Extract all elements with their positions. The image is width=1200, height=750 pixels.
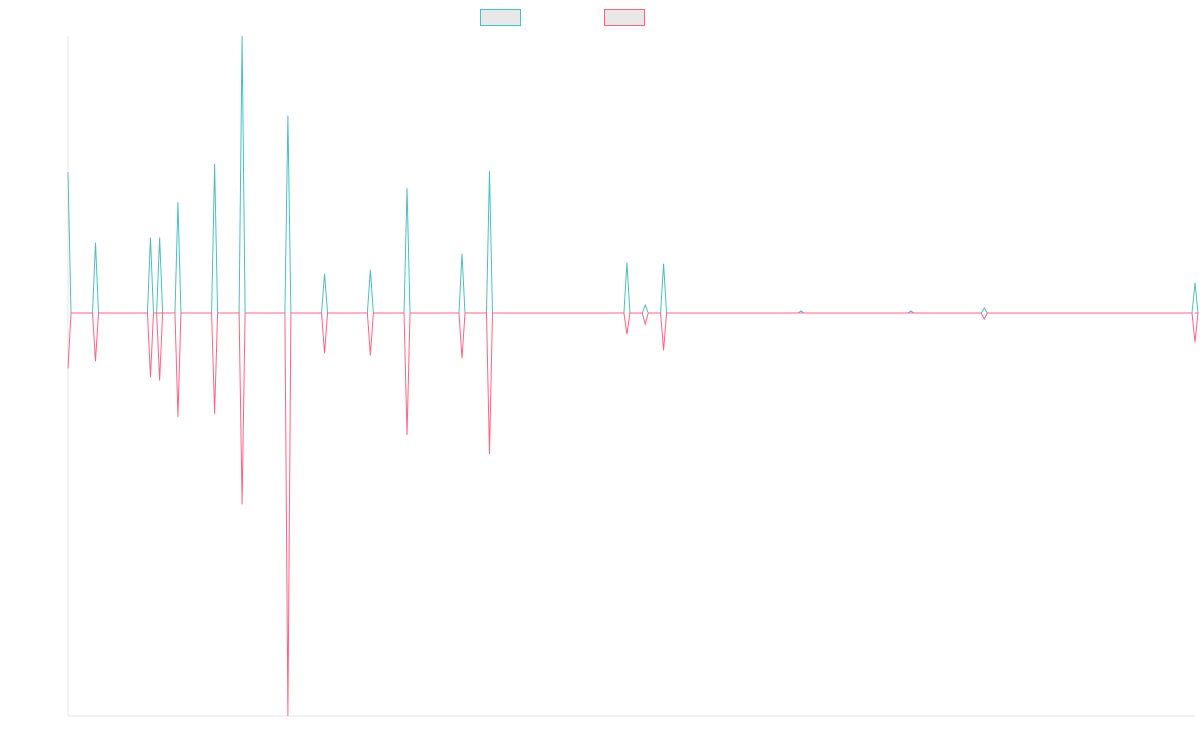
series-2-extra-peak xyxy=(156,313,164,381)
legend xyxy=(480,9,645,26)
axes xyxy=(67,36,1195,717)
series-group xyxy=(67,35,1199,717)
legend-swatch-series-1 xyxy=(480,9,521,26)
series-1-line xyxy=(67,35,1199,314)
series-1-extra-peak xyxy=(156,237,164,314)
series-1 xyxy=(67,35,1199,314)
series-2-line xyxy=(67,312,1199,717)
series-2 xyxy=(67,312,1199,717)
legend-swatch-series-2 xyxy=(604,9,645,26)
